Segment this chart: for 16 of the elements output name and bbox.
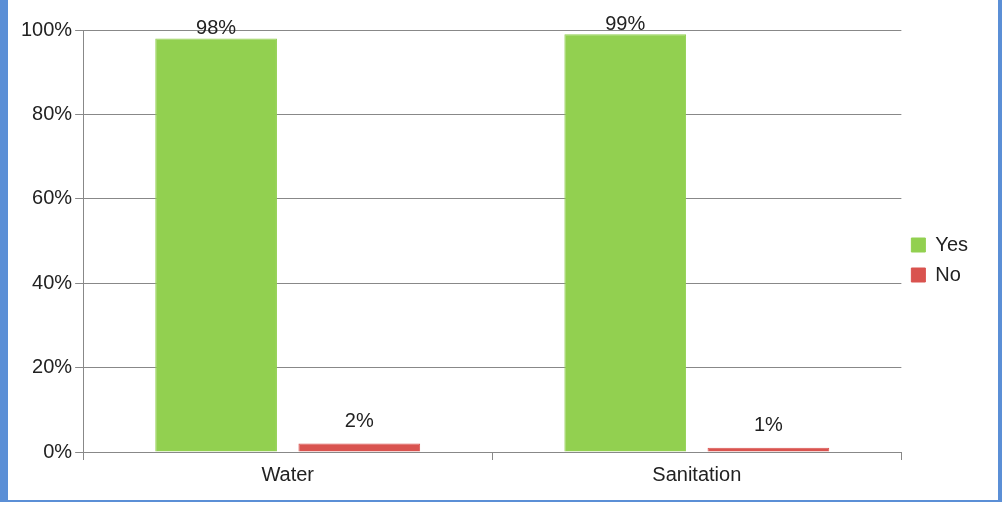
y-tick-label: 100% bbox=[21, 17, 73, 40]
data-label: 99% bbox=[605, 11, 646, 34]
legend-label: No bbox=[935, 262, 961, 285]
y-tick-label: 0% bbox=[43, 439, 73, 462]
y-tick-label: 40% bbox=[32, 270, 73, 293]
y-tick-label: 20% bbox=[32, 355, 73, 378]
data-label: 2% bbox=[344, 409, 374, 432]
data-label: 98% bbox=[196, 15, 237, 38]
y-tick-label: 60% bbox=[32, 186, 73, 209]
bar bbox=[155, 38, 277, 452]
bar bbox=[564, 34, 687, 452]
data-label: 1% bbox=[753, 413, 784, 436]
y-tick-label: 80% bbox=[32, 101, 73, 124]
x-tick-label: Sanitation bbox=[652, 462, 742, 485]
legend-label: Yes bbox=[935, 232, 969, 255]
x-tick-label: Water bbox=[261, 462, 315, 485]
